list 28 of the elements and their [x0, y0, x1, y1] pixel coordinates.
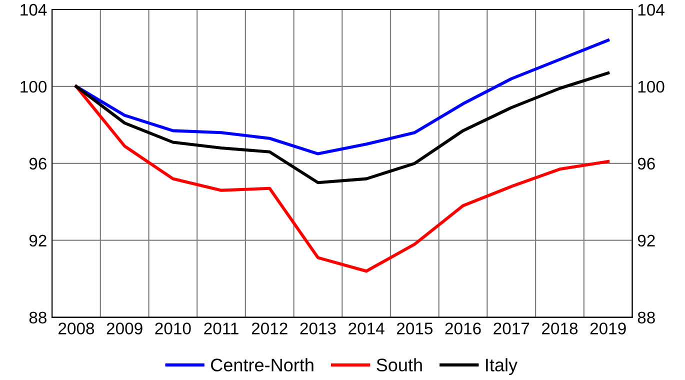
legend-label: Italy [486, 358, 518, 376]
x-tick-label: 2012 [252, 322, 288, 334]
x-tick-label: 2019 [590, 322, 626, 334]
line-series [74, 71, 610, 184]
y2-tick-label: 96 [638, 158, 655, 170]
y2-tick-label: 104 [638, 4, 664, 16]
legend-label: South [376, 358, 422, 372]
line-series [74, 84, 610, 273]
x-tick-label: 2017 [494, 322, 530, 334]
y-tick-label: 96 [29, 158, 46, 170]
y-tick-label: 104 [20, 4, 47, 16]
x-tick-label: 2016 [445, 322, 481, 334]
x-tick-label: 2015 [396, 322, 433, 334]
y2-tick-label: 92 [638, 234, 655, 247]
x-tick-label: 2008 [58, 322, 94, 334]
x-tick-label: 2009 [106, 322, 142, 334]
legend-label: Centre-North [211, 358, 314, 372]
y-tick-label: 92 [29, 234, 46, 247]
y2-tick-label: 100 [638, 80, 664, 93]
y2-tick-label: 88 [638, 312, 655, 324]
x-tick-label: 2018 [542, 322, 578, 334]
x-tick-label: 2013 [300, 322, 336, 334]
line-series [74, 38, 610, 156]
x-tick-label: 2014 [348, 322, 384, 334]
y-tick-label: 100 [20, 80, 47, 93]
x-tick-label: 2011 [204, 322, 238, 334]
x-tick-label: 2010 [155, 322, 191, 334]
y-tick-label: 88 [29, 312, 46, 324]
